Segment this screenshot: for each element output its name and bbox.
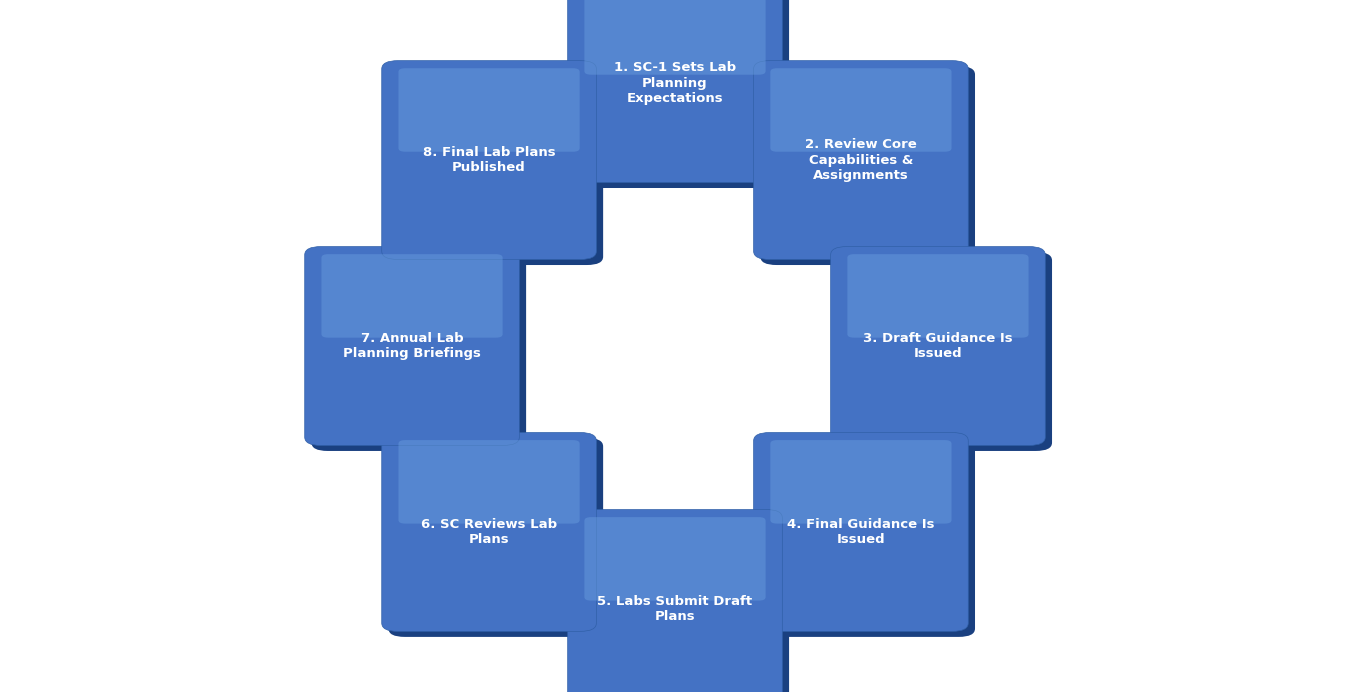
FancyBboxPatch shape: [585, 0, 765, 75]
FancyBboxPatch shape: [753, 432, 968, 631]
FancyBboxPatch shape: [848, 254, 1029, 338]
FancyBboxPatch shape: [585, 517, 765, 601]
FancyBboxPatch shape: [321, 254, 502, 338]
FancyBboxPatch shape: [760, 66, 975, 265]
FancyBboxPatch shape: [382, 61, 597, 260]
Text: 8. Final Lab Plans
Published: 8. Final Lab Plans Published: [423, 146, 555, 174]
FancyBboxPatch shape: [574, 515, 788, 692]
Polygon shape: [386, 58, 964, 635]
Text: 4. Final Guidance Is
Issued: 4. Final Guidance Is Issued: [787, 518, 934, 546]
Text: 3. Draft Guidance Is
Issued: 3. Draft Guidance Is Issued: [863, 331, 1012, 361]
Text: 7. Annual Lab
Planning Briefings: 7. Annual Lab Planning Briefings: [343, 331, 481, 361]
Text: 5. Labs Submit Draft
Plans: 5. Labs Submit Draft Plans: [598, 594, 752, 623]
FancyBboxPatch shape: [398, 69, 579, 152]
FancyBboxPatch shape: [771, 440, 952, 524]
Text: 1. SC-1 Sets Lab
Planning
Expectations: 1. SC-1 Sets Lab Planning Expectations: [614, 61, 736, 105]
FancyBboxPatch shape: [305, 246, 520, 446]
FancyBboxPatch shape: [382, 432, 597, 631]
FancyBboxPatch shape: [567, 0, 783, 183]
FancyBboxPatch shape: [567, 509, 783, 692]
FancyBboxPatch shape: [389, 66, 603, 265]
Text: 6. SC Reviews Lab
Plans: 6. SC Reviews Lab Plans: [421, 518, 558, 546]
FancyBboxPatch shape: [837, 252, 1052, 451]
FancyBboxPatch shape: [753, 61, 968, 260]
Text: 2. Review Core
Capabilities &
Assignments: 2. Review Core Capabilities & Assignment…: [805, 138, 917, 182]
FancyBboxPatch shape: [312, 252, 526, 451]
Polygon shape: [539, 58, 695, 142]
FancyBboxPatch shape: [830, 246, 1045, 446]
FancyBboxPatch shape: [574, 0, 788, 188]
FancyBboxPatch shape: [398, 440, 579, 524]
FancyBboxPatch shape: [389, 438, 603, 637]
FancyBboxPatch shape: [771, 69, 952, 152]
FancyBboxPatch shape: [760, 438, 975, 637]
